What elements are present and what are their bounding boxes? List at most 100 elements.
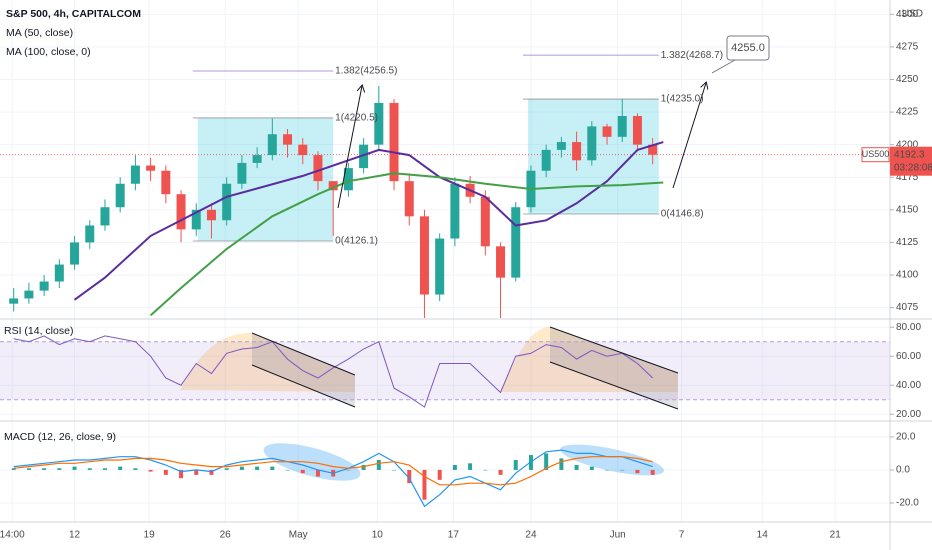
macd-histogram-bar bbox=[42, 468, 47, 470]
macd-histogram-bar bbox=[194, 469, 199, 475]
x-tick-label: May bbox=[289, 530, 308, 541]
candle-body bbox=[435, 238, 445, 295]
macd-histogram-bar bbox=[57, 468, 62, 470]
x-tick-label: 7 bbox=[679, 530, 685, 541]
channel-line bbox=[251, 332, 356, 376]
macd-highlight bbox=[263, 443, 361, 481]
macd-histogram-bar bbox=[544, 453, 549, 470]
candle-body bbox=[343, 168, 353, 191]
macd-histogram-bar bbox=[148, 469, 153, 472]
macd-histogram-bar bbox=[422, 469, 427, 500]
fib-label: 1(4220.5) bbox=[335, 113, 378, 124]
rsi-channel bbox=[252, 333, 355, 407]
rsi-hump bbox=[500, 327, 678, 392]
macd-highlight bbox=[560, 444, 664, 476]
fib-zone bbox=[197, 117, 334, 241]
macd-histogram-bar bbox=[437, 469, 442, 480]
channel-line bbox=[251, 364, 356, 408]
arrow bbox=[337, 86, 362, 209]
axis-unit: USD bbox=[902, 9, 923, 20]
callout-label: 4255.0 bbox=[731, 42, 765, 54]
price-label: 4192.3 bbox=[894, 149, 925, 160]
y-tick-label: 4225 bbox=[896, 107, 919, 118]
x-tick-label: 17 bbox=[448, 530, 460, 541]
chart-title: S&P 500, 4h, CAPITALCOM bbox=[6, 8, 141, 20]
macd-histogram-bar bbox=[605, 469, 610, 471]
candle-body bbox=[359, 144, 369, 169]
fib-label: 1(4235.0) bbox=[661, 94, 704, 105]
symbol-label: US500 bbox=[862, 149, 890, 159]
candle-body bbox=[24, 290, 34, 299]
macd-histogram-bar bbox=[620, 469, 625, 471]
macd-histogram-bar bbox=[650, 469, 655, 475]
macd-histogram-bar bbox=[559, 458, 564, 470]
fib-label: 1.382(4268.7) bbox=[661, 50, 723, 61]
rsi-band bbox=[0, 341, 890, 400]
candle-body bbox=[587, 126, 597, 161]
y-tick-label: 20.0 bbox=[896, 432, 916, 443]
y-tick-label: 4150 bbox=[896, 204, 919, 215]
rsi-pane bbox=[0, 327, 890, 409]
grid bbox=[0, 0, 890, 522]
rsi-title: RSI (14, close) bbox=[4, 325, 73, 337]
candle-body bbox=[298, 144, 308, 156]
y-tick-label: 4250 bbox=[896, 74, 919, 85]
macd-histogram-bar bbox=[589, 466, 594, 470]
candle-body bbox=[374, 102, 384, 145]
candle-body bbox=[9, 298, 19, 304]
candle-body bbox=[572, 142, 582, 161]
candle-body bbox=[222, 183, 232, 221]
channel-line bbox=[549, 326, 679, 374]
macd-histogram-bar bbox=[407, 469, 412, 484]
macd-histogram-bar bbox=[392, 469, 397, 471]
candle-body bbox=[146, 165, 156, 171]
macd-histogram-bar bbox=[72, 466, 77, 470]
macd-histogram-bar bbox=[498, 469, 503, 475]
macd-title: MACD (12, 26, close, 9) bbox=[4, 431, 116, 443]
candle-body bbox=[115, 183, 125, 208]
y-tick-label: 80.00 bbox=[896, 322, 921, 333]
candle-body bbox=[556, 142, 566, 150]
candle-body bbox=[419, 216, 429, 295]
macd-histogram-bar bbox=[635, 469, 640, 474]
candle-body bbox=[39, 281, 49, 291]
x-tick-label: 21 bbox=[830, 530, 842, 541]
candle-body bbox=[480, 196, 490, 247]
y-tick-label: 4175 bbox=[896, 172, 919, 183]
symbol-tag bbox=[861, 147, 890, 163]
rsi-line bbox=[13, 335, 654, 408]
macd-line bbox=[13, 456, 653, 486]
fib-label: 1.382(4256.5) bbox=[335, 66, 397, 77]
annotations bbox=[251, 35, 770, 410]
candle-body bbox=[602, 126, 612, 137]
candle-body bbox=[541, 149, 551, 171]
macd-histogram-bar bbox=[209, 469, 214, 475]
candle-body bbox=[450, 183, 460, 239]
fib-label: 0(4126.1) bbox=[335, 236, 378, 247]
macd-line bbox=[13, 449, 653, 508]
macd-histogram-bar bbox=[133, 468, 138, 470]
macd-histogram-bar bbox=[285, 469, 290, 471]
candle-body bbox=[404, 181, 414, 217]
macd-histogram-bar bbox=[574, 464, 579, 470]
candle-body bbox=[648, 144, 658, 155]
macd-histogram-bar bbox=[452, 464, 457, 470]
price-tag bbox=[890, 146, 932, 176]
x-tick-label: 26 bbox=[220, 530, 232, 541]
rsi-hump bbox=[180, 333, 355, 392]
y-tick-label: 4200 bbox=[896, 139, 919, 150]
price-pane bbox=[0, 54, 890, 318]
macd-histogram-bar bbox=[118, 466, 123, 470]
channel-line bbox=[549, 361, 679, 410]
y-tick-label: -20.0 bbox=[896, 498, 919, 509]
labels: USD S&P 500, 4h, CAPITALCOM MA (50, clos… bbox=[0, 6, 932, 541]
candle-body bbox=[206, 209, 216, 221]
moving-average bbox=[149, 172, 664, 317]
macd-histogram-bar bbox=[300, 469, 305, 474]
candle-body bbox=[176, 194, 186, 230]
candle-body bbox=[191, 209, 201, 230]
arrow bbox=[672, 83, 706, 189]
macd-histogram-bar bbox=[315, 469, 320, 477]
axis-unit-bg bbox=[895, 6, 925, 22]
